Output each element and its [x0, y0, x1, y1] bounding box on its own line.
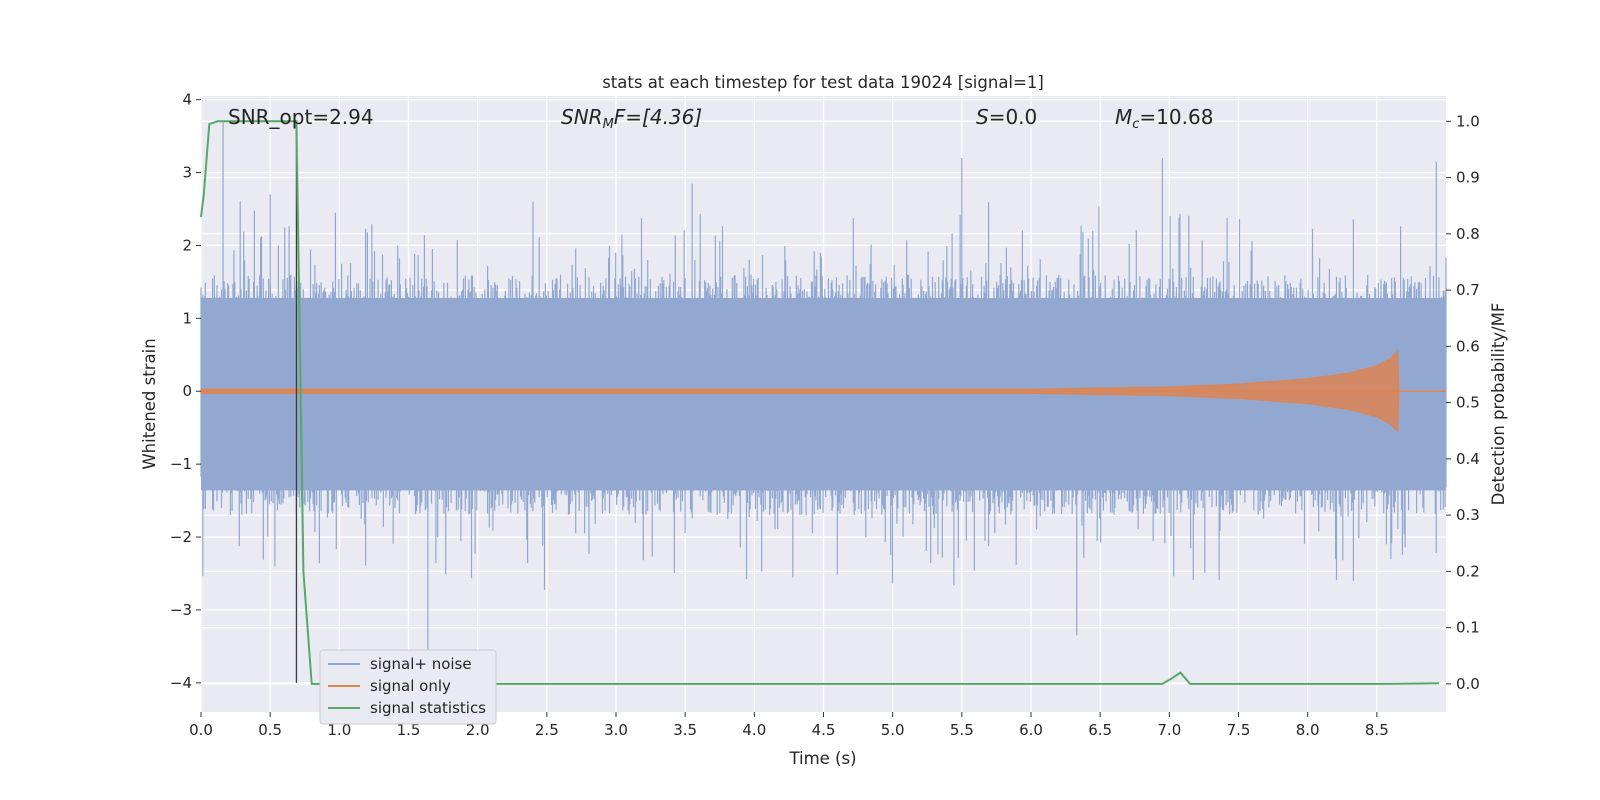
x-tick-label: 3.0 — [604, 721, 628, 739]
y-right-tick-label: 0.2 — [1456, 562, 1480, 580]
y-axis-right-label: Detection probability/MF — [1489, 303, 1508, 506]
x-tick-label: 1.0 — [327, 721, 351, 739]
legend-label-signal-statistics: signal statistics — [370, 699, 486, 717]
annotation-snr-opt: SNR_opt=2.94 — [228, 105, 374, 129]
y-right-tick-label: 0.5 — [1456, 394, 1480, 412]
x-tick-label: 0.5 — [258, 721, 282, 739]
annotation-mc: Mc=10.68 — [1115, 105, 1213, 132]
x-tick-label: 5.0 — [881, 721, 905, 739]
x-tick-label: 2.5 — [535, 721, 559, 739]
x-tick-label: 1.5 — [397, 721, 421, 739]
y-right-tick-label: 0.9 — [1456, 169, 1480, 187]
y-tick-label: −3 — [170, 601, 192, 619]
y-right-tick-label: 0.1 — [1456, 619, 1480, 637]
y-tick-label: −4 — [170, 674, 192, 692]
ticks: 0.0 0.5 1.0 1.5 2.0 2.5 3.0 3.5 4.0 4.5 5.0 5.5 6.0 6… — [170, 91, 1480, 739]
x-tick-label: 7.5 — [1227, 721, 1251, 739]
y-tick-label: 4 — [182, 91, 192, 109]
y-right-tick-label: 0.4 — [1456, 450, 1480, 468]
y-right-tick-label: 0.6 — [1456, 337, 1480, 355]
x-tick-label: 8.0 — [1296, 721, 1320, 739]
x-tick-label: 7.0 — [1157, 721, 1181, 739]
series-signal-only — [200, 349, 1446, 433]
y-right-tick-label: 0.8 — [1456, 225, 1480, 243]
x-axis-label: Time (s) — [788, 749, 856, 768]
x-tick-label: 6.0 — [1019, 721, 1043, 739]
legend-label-signal-noise: signal+ noise — [370, 655, 472, 673]
x-tick-label: 4.0 — [742, 721, 766, 739]
y-right-tick-label: 0.7 — [1456, 281, 1480, 299]
y-tick-label: 1 — [182, 309, 192, 327]
y-tick-label: −1 — [170, 455, 192, 473]
x-tick-label: 3.5 — [673, 721, 697, 739]
legend: signal+ noise signal only signal statist… — [319, 649, 497, 725]
series-signal-statistics — [200, 120, 1440, 685]
legend-box — [319, 649, 497, 725]
x-tick-label: 0.0 — [189, 721, 213, 739]
x-tick-label: 8.5 — [1365, 721, 1389, 739]
statistics-line — [200, 120, 1440, 685]
chart-title: stats at each timestep for test data 190… — [602, 73, 1044, 92]
annotation-s: S=0.0 — [976, 105, 1037, 129]
x-tick-label: 6.5 — [1088, 721, 1112, 739]
annotation-snr-mf: SNRMF=[4.36] — [561, 105, 702, 132]
y-right-tick-label: 0.0 — [1456, 675, 1480, 693]
y-tick-label: 2 — [182, 236, 192, 254]
y-tick-label: −2 — [170, 528, 192, 546]
y-right-tick-label: 1.0 — [1456, 112, 1480, 130]
y-tick-label: 0 — [182, 382, 192, 400]
y-tick-label: 3 — [182, 164, 192, 182]
x-tick-label: 4.5 — [812, 721, 836, 739]
x-tick-label: 5.5 — [950, 721, 974, 739]
y-axis-label: Whitened strain — [140, 338, 159, 469]
legend-label-signal-only: signal only — [370, 677, 451, 695]
y-right-tick-label: 0.3 — [1456, 506, 1480, 524]
x-tick-label: 2.0 — [466, 721, 490, 739]
